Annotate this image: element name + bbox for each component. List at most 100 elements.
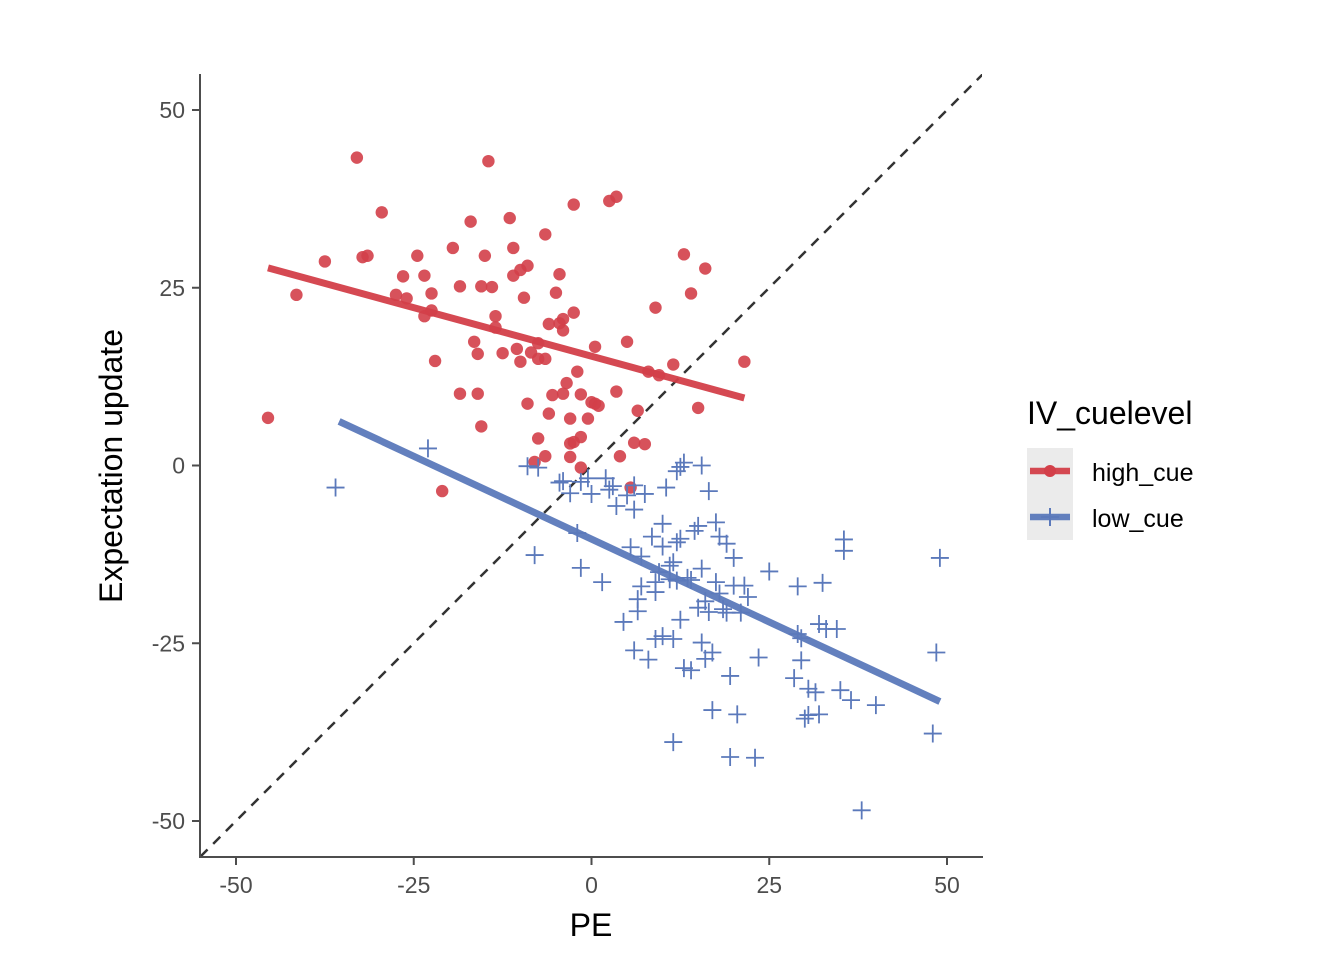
data-point [646,629,665,648]
data-point [632,547,651,566]
data-point [699,482,718,501]
data-point [489,309,502,323]
data-point [411,249,424,262]
data-point [588,340,602,353]
data-point [746,748,765,767]
legend-label-high-cue: high_cue [1092,459,1193,487]
data-point [546,388,559,402]
data-point [806,683,825,702]
data-point [574,430,588,444]
plot-panel [200,74,982,857]
data-point [574,461,588,474]
data-point [738,355,751,368]
data-point [614,612,633,631]
data-point [710,527,729,546]
data-point [927,643,946,662]
data-point [489,321,502,334]
data-point [482,154,495,168]
data-point [521,397,534,410]
data-point [706,573,725,592]
data-point [728,705,747,724]
data-point [827,620,846,639]
data-point [639,650,658,669]
data-point [923,724,942,743]
data-point [674,453,693,472]
data-point [813,573,832,592]
data-point [471,347,484,361]
data-point [326,478,345,497]
data-point [684,287,698,300]
fit-lines [267,264,942,705]
data-point [632,577,651,596]
data-point [646,583,665,602]
y-axis-title: Expectation update [93,329,129,603]
x-tick-label: 50 [934,872,960,898]
data-point [568,524,587,543]
legend-label-low-cue: low_cue [1092,505,1184,533]
y-tick-label: 0 [172,453,185,479]
data-point [649,301,662,314]
data-point [549,286,563,299]
data-point [518,457,537,476]
data-point [621,538,640,557]
x-tick-label: 0 [585,872,598,898]
data-point [834,530,853,549]
data-point [699,262,712,275]
data-point [642,365,655,378]
legend-key-low-cue-marker [1041,508,1059,526]
data-point [539,450,552,463]
data-point [692,633,711,652]
data-point [582,484,601,503]
data-point [795,709,814,728]
data-point [685,521,704,540]
data-point [652,369,666,382]
data-point [475,420,488,433]
data-point [653,514,672,533]
data-point [671,457,690,476]
data-point [660,570,679,589]
fit-line-low_cue [337,418,942,705]
data-point [510,342,524,356]
y-tick-label: -25 [152,630,185,656]
data-point [485,280,499,294]
data-point [475,280,488,293]
data-point [464,215,477,228]
data-point [667,533,686,552]
data-point [721,666,740,685]
data-point [496,346,509,360]
legend: IV_cuelevel high_cue low_cue [1027,395,1193,540]
data-point [785,669,804,688]
data-point [706,513,725,532]
data-point [657,478,676,497]
data-point [620,335,634,348]
data-point [760,562,779,581]
data-point [792,651,811,670]
data-point [596,469,615,488]
data-point [531,337,545,350]
data-point [810,705,829,724]
data-point [667,358,680,371]
x-tick-label: 25 [756,872,782,898]
data-point [664,553,683,572]
data-point [318,255,332,268]
data-point [428,354,442,368]
data-point [542,317,556,331]
data-point [453,387,467,400]
data-point [290,288,303,302]
data-point [603,477,622,496]
data-point [749,648,768,667]
data-point [563,450,577,464]
axes: -50 -25 0 25 50 -50 -25 0 25 50 PE Expectation u… [93,74,983,943]
data-point [531,432,545,445]
data-point [554,472,573,491]
data-point [514,355,527,368]
data-point [671,610,690,629]
data-point [529,458,548,477]
data-point [664,629,683,648]
data-point [631,404,644,417]
data-point [628,602,647,621]
data-point [866,696,885,715]
data-point [581,412,595,425]
data-point [610,385,623,398]
